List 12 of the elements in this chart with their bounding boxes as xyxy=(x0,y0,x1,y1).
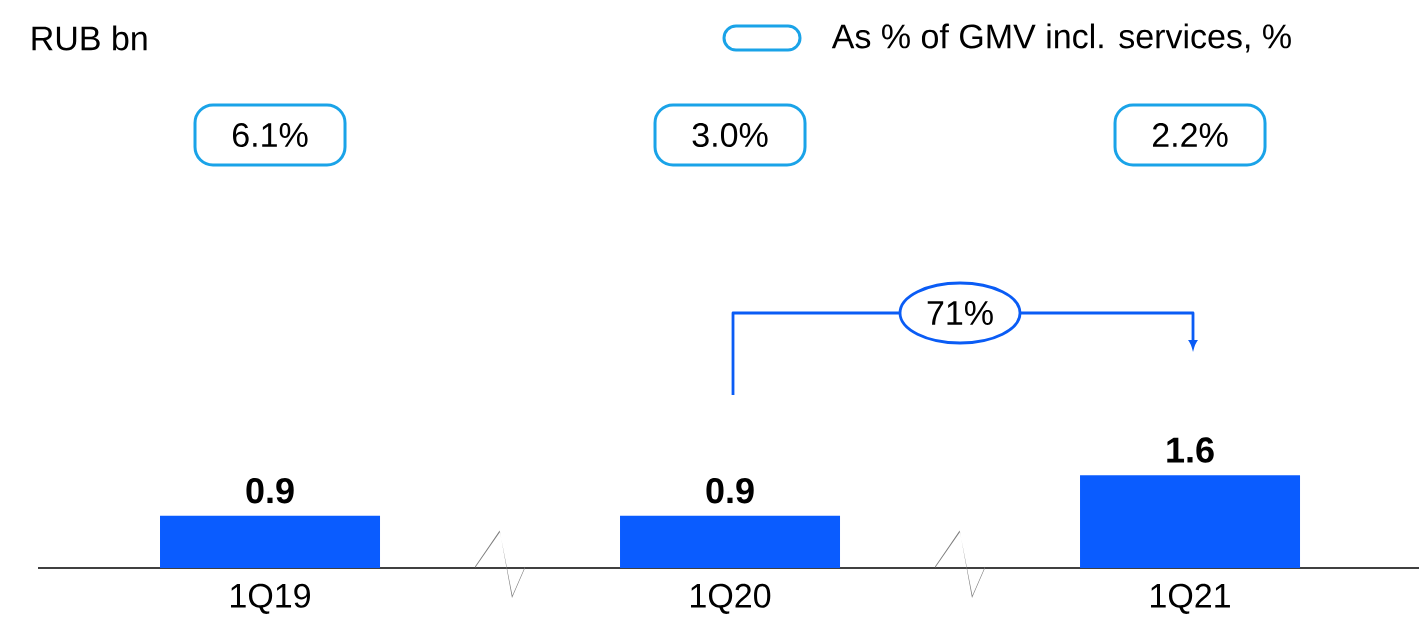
text: 6.1% xyxy=(232,122,308,148)
text: 71% xyxy=(927,301,993,325)
text: 3.0% xyxy=(692,122,768,148)
x-tick-label: 1Q19 xyxy=(231,583,310,614)
text: 2.2% xyxy=(1152,123,1228,147)
x-tick-label: 1Q20 xyxy=(691,583,771,614)
text: RUB bn xyxy=(32,25,147,51)
text: As % of GMV incl. services, % xyxy=(831,23,1291,53)
data-label: 0.9 xyxy=(246,477,294,504)
data-label: 0.9 xyxy=(706,477,754,504)
data-label: 1.6 xyxy=(1167,437,1214,463)
x-tick-label: 1Q21 xyxy=(1151,583,1230,614)
